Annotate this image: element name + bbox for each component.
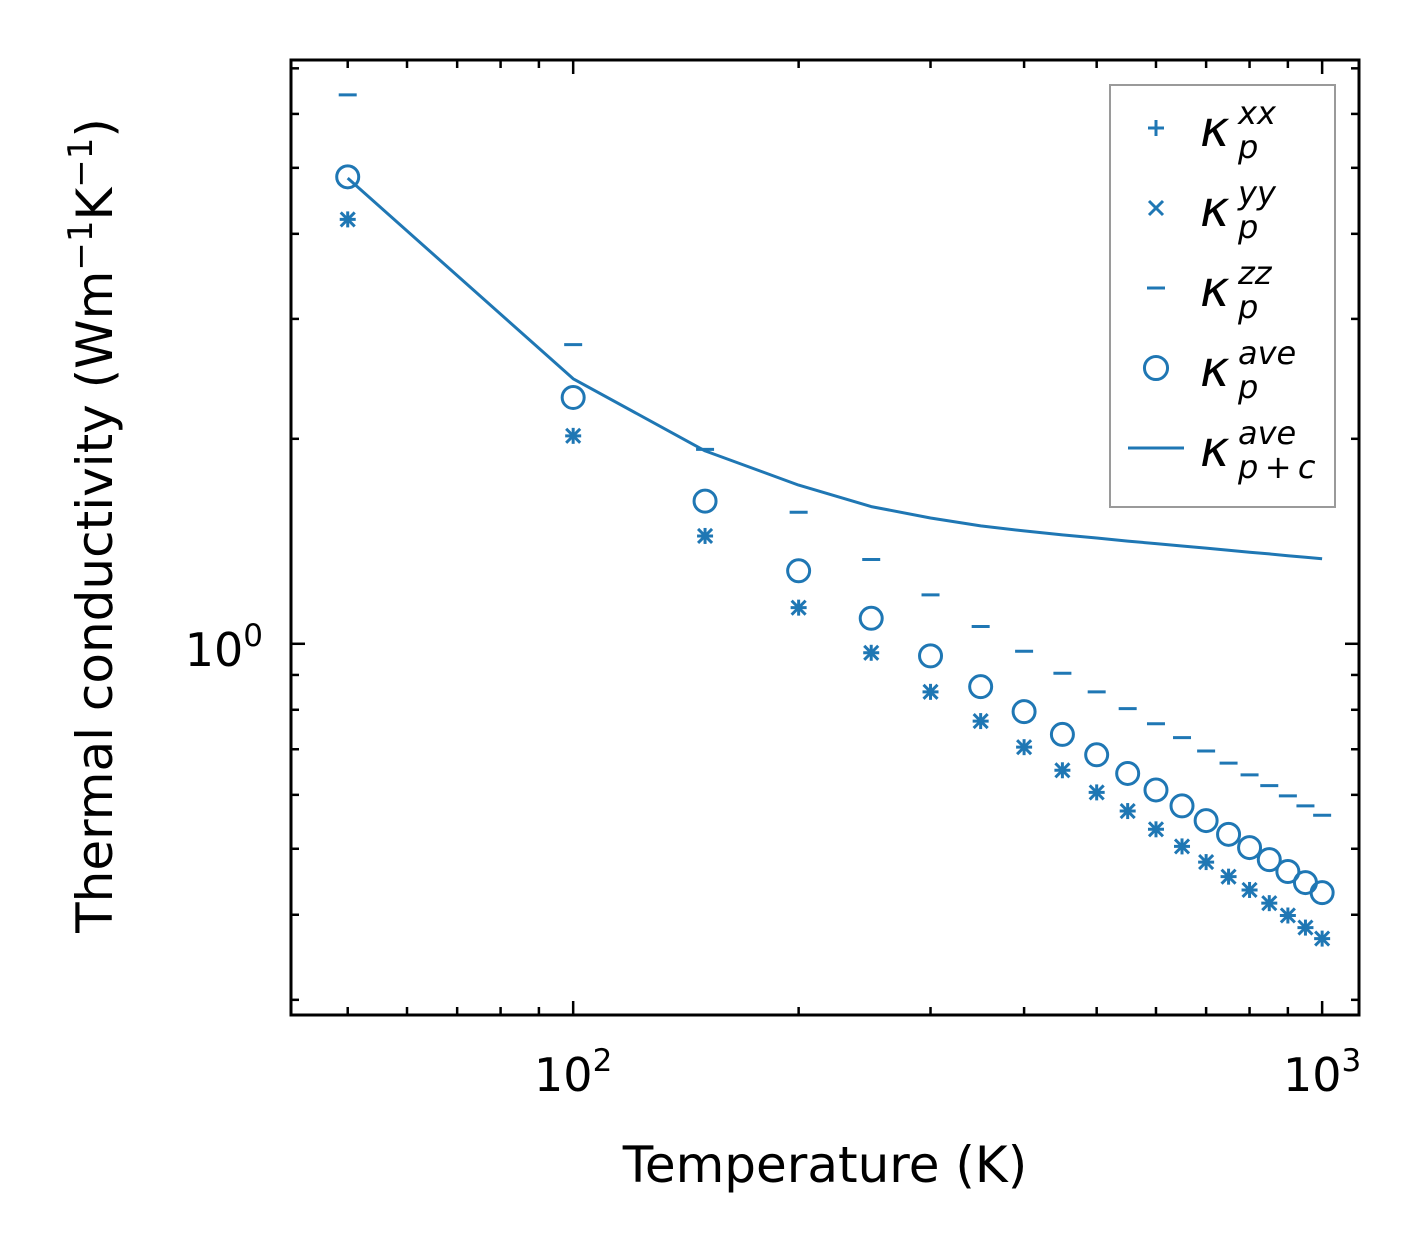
legend-label-sup: ave (1238, 334, 1296, 372)
point-kappa_p_yy-900 (1279, 907, 1296, 924)
point-kappa_p_yy-250 (863, 644, 880, 661)
point-kappa_p_ave-850 (1256, 847, 1282, 873)
series-line-kappa_p+c_ave (346, 176, 1323, 561)
point-kappa_p_ave-600 (1143, 777, 1169, 803)
point-kappa_p_yy-100 (565, 427, 582, 444)
legend-marker-x (1147, 199, 1165, 217)
point-kappa_p_ave-200 (786, 558, 812, 584)
point-kappa_p_yy-550 (1119, 802, 1136, 820)
point-kappa_p_yy-600 (1147, 821, 1165, 838)
point-kappa_p_yy-150 (696, 527, 714, 545)
legend-label-sup: zz (1237, 254, 1273, 292)
point-kappa_p_ave-250 (858, 605, 884, 631)
legend-label-sub: p (1237, 128, 1258, 166)
point-kappa_p_yy-950 (1297, 919, 1314, 936)
legend-label: κ (1200, 340, 1230, 398)
series-kappa_p+c_ave (346, 176, 1323, 561)
axes-layer: 102 103 100 Temperature (K) Thermal conducti… (61, 58, 1361, 1194)
legend-label: κ (1200, 180, 1230, 238)
legend-marker-plus (1148, 120, 1164, 136)
legend-label-sub: p (1237, 208, 1258, 246)
legend-label-sup: ave (1238, 414, 1296, 452)
y-axis-title: Thermal conductivity (Wm−1K−1) (61, 118, 124, 934)
point-kappa_p_yy-650 (1173, 838, 1191, 855)
series-kappa_p_zz (338, 93, 1332, 817)
point-kappa_p_ave-550 (1115, 760, 1141, 786)
point-kappa_p_ave-150 (692, 488, 718, 514)
legend-label-sub: p + c (1237, 448, 1316, 486)
point-kappa_p_yy-450 (1054, 762, 1071, 779)
legend-label: κ (1200, 260, 1230, 318)
y-tick-label: 100 (185, 618, 263, 677)
plot-frame (289, 58, 1361, 1017)
point-kappa_p_ave-800 (1237, 835, 1263, 861)
point-kappa_p_ave-900 (1275, 859, 1301, 885)
point-kappa_p_ave-300 (918, 643, 944, 669)
legend-box (1109, 84, 1336, 508)
point-kappa_p_yy-800 (1241, 881, 1258, 899)
point-kappa_p_ave-1000 (1309, 880, 1335, 906)
legend-label-sup: xx (1237, 94, 1277, 132)
legend-entry-hline: κ zzp (1147, 254, 1273, 326)
point-kappa_p_ave-400 (1011, 699, 1037, 725)
series-kappa_p_ave (335, 164, 1335, 906)
point-kappa_p_ave-50 (335, 164, 361, 190)
data-layer (335, 93, 1335, 947)
y-axis-ticks (291, 67, 1359, 1002)
point-kappa_p_yy-700 (1198, 854, 1215, 871)
legend-marker-circle (1142, 354, 1170, 382)
x-axis-ticks (346, 60, 1324, 1015)
legend-label: κ (1200, 420, 1230, 478)
point-kappa_p_yy-850 (1261, 895, 1278, 912)
x-axis-title: Temperature (K) (622, 1136, 1027, 1194)
legend-label-sup: yy (1237, 174, 1277, 212)
legend-entry-plus: κ xxp (1148, 94, 1277, 166)
point-kappa_p_ave-700 (1193, 808, 1219, 834)
x-tick-label: 103 (1283, 1043, 1361, 1102)
point-kappa_p_ave-750 (1216, 821, 1242, 847)
point-kappa_p_ave-450 (1049, 721, 1075, 747)
point-kappa_p_ave-100 (560, 384, 586, 410)
point-kappa_p_yy-750 (1220, 868, 1237, 885)
point-kappa_p_yy-50 (339, 211, 356, 228)
point-kappa_p_ave-500 (1084, 742, 1110, 768)
x-tick-label: 102 (534, 1043, 612, 1102)
legend-entry-x: κ yyp (1147, 174, 1277, 246)
series-kappa_p_yy (339, 211, 1331, 947)
legend-label: κ (1200, 100, 1230, 158)
point-kappa_p_yy-400 (1016, 739, 1033, 756)
point-kappa_p_yy-1000 (1314, 930, 1331, 947)
point-kappa_p_ave-350 (968, 674, 994, 700)
legend-label-sub: p (1237, 368, 1258, 406)
point-kappa_p_yy-500 (1088, 784, 1105, 801)
point-kappa_p_yy-200 (790, 599, 807, 616)
point-kappa_p_yy-350 (972, 713, 989, 730)
point-kappa_p_yy-300 (922, 683, 939, 700)
legend-label-sub: p (1237, 288, 1258, 326)
point-kappa_p_ave-650 (1169, 793, 1195, 819)
